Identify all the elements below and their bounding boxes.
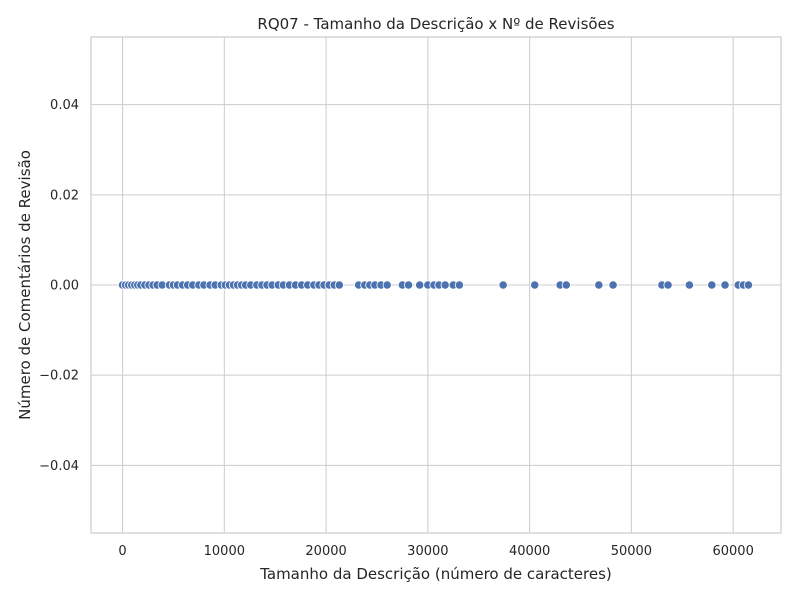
- data-points: [117, 280, 754, 290]
- y-axis-title: Número de Comentários de Revisão: [16, 150, 34, 420]
- x-tick-labels: 0 10000 20000 30000 40000 50000 60000: [118, 544, 753, 559]
- y-tick-label: 0.04: [50, 98, 79, 113]
- data-point: [530, 280, 540, 290]
- chart-title: RQ07 - Tamanho da Descrição x Nº de Revi…: [257, 15, 614, 33]
- data-point: [743, 280, 754, 290]
- x-axis-title: Tamanho da Descrição (número de caracter…: [259, 565, 612, 583]
- data-point: [720, 280, 730, 290]
- x-tick-label: 0: [118, 544, 126, 559]
- data-point: [334, 280, 344, 290]
- x-tick-label: 60000: [712, 544, 753, 559]
- x-tick-label: 30000: [407, 544, 448, 559]
- data-point: [608, 280, 618, 290]
- data-point: [498, 280, 508, 290]
- data-point: [440, 280, 450, 290]
- x-tick-label: 40000: [509, 544, 550, 559]
- x-tick-label: 20000: [305, 544, 346, 559]
- x-tick-label: 50000: [611, 544, 652, 559]
- y-tick-label: 0.00: [50, 279, 79, 294]
- plot-frame: [90, 36, 782, 534]
- data-point: [707, 280, 717, 290]
- data-point: [382, 280, 392, 290]
- y-tick-label: −0.02: [39, 369, 79, 384]
- data-point: [684, 280, 695, 290]
- y-tick-label: 0.02: [50, 188, 79, 203]
- data-point: [561, 280, 571, 290]
- x-tick-label: 10000: [204, 544, 245, 559]
- y-tick-labels: −0.04 −0.02 0.00 0.02 0.04: [39, 98, 79, 474]
- data-point: [415, 280, 425, 290]
- data-point: [454, 280, 465, 290]
- data-point: [403, 280, 414, 290]
- data-point: [663, 280, 673, 290]
- data-point: [594, 280, 604, 290]
- y-tick-label: −0.04: [39, 459, 79, 474]
